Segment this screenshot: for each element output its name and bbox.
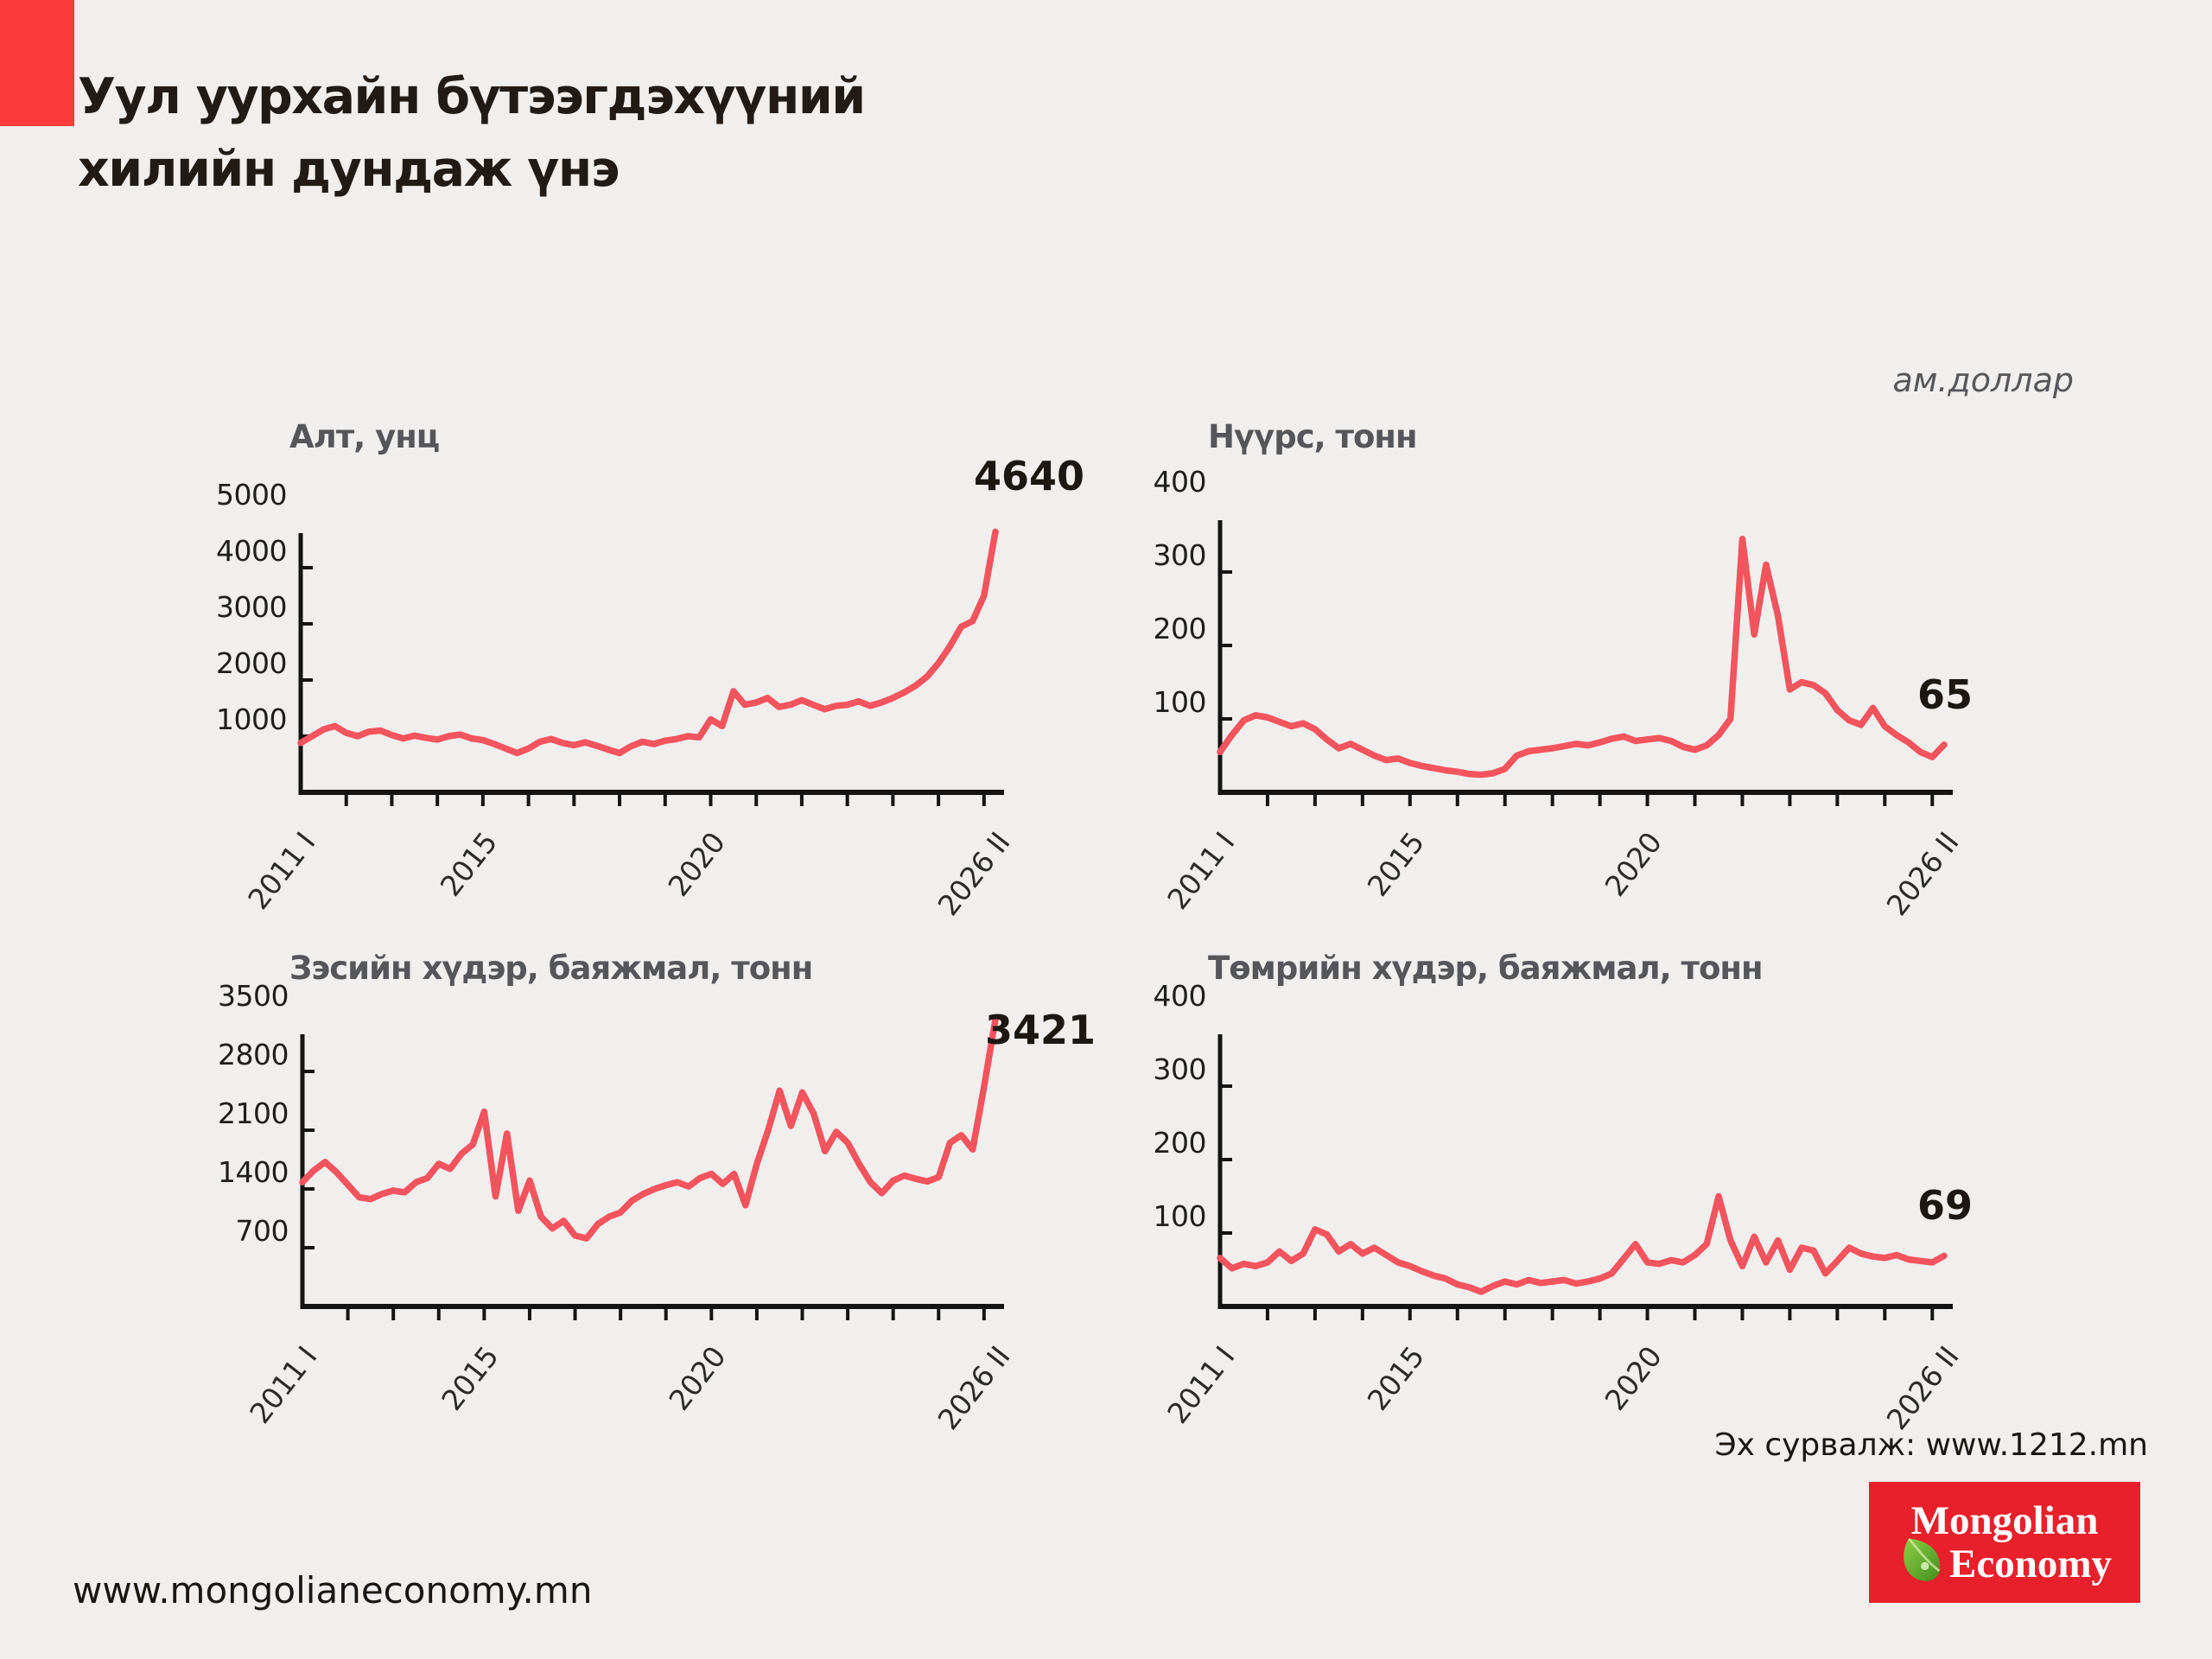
- page-title: Уул уурхайн бүтээгдэхүүний хилийн дундаж…: [78, 60, 866, 206]
- chart-gold: Алт, унц 5000 4000 3000 2000 1000 2011 I 2015 2…: [112, 406, 1115, 959]
- chart-title-coal: Нүүрс, тонн: [1208, 418, 1418, 455]
- page-title-line-2: хилийн дундаж үнэ: [78, 141, 620, 198]
- y-tick-label: 2800: [218, 1038, 289, 1071]
- y-tick-label: 3000: [216, 590, 287, 624]
- chart-title-iron: Төмрийн хүдэр, баяжмал, тонн: [1208, 950, 1764, 987]
- y-tick-label: 700: [236, 1214, 289, 1248]
- gold-line-plot: 5000 4000 3000 2000 1000 2011 I 2015 2020 2026 I…: [216, 453, 1084, 922]
- x-tick-label: 2026 II: [1880, 1340, 1966, 1436]
- x-tick-label: 2015: [435, 1340, 505, 1417]
- source-credit: Эх сурвалж: www.1212.mn: [1714, 1427, 2148, 1463]
- x-tick-label: 2011 I: [241, 826, 321, 916]
- x-tick-label: 2020: [662, 1340, 732, 1417]
- x-tick-label: 2020: [661, 826, 731, 903]
- x-tick-label: 2020: [1599, 826, 1669, 903]
- x-tick-label: 2020: [1599, 1340, 1669, 1417]
- copper-line-plot: 3500 2800 2100 1400 700 2011 I 2015 2020 2026 II…: [218, 979, 1096, 1436]
- y-tick-label: 4000: [216, 534, 287, 568]
- latest-value-label: 69: [1917, 1182, 1973, 1229]
- y-tick-label: 5000: [216, 478, 287, 512]
- y-tick-label: 2100: [218, 1096, 289, 1130]
- y-tick-label: 400: [1154, 465, 1207, 499]
- logo-word-1: Mongolian: [1910, 1498, 2099, 1543]
- y-tick-label: 100: [1154, 685, 1207, 719]
- latest-value-label: 3421: [985, 1007, 1096, 1053]
- y-tick-label: 400: [1154, 979, 1207, 1013]
- coal-line-plot: 400 300 200 100 2011 I 2015 2020 2026 II 65: [1154, 465, 1974, 922]
- price-line: [297, 528, 999, 757]
- chart-copper: Зэсийн хүдэр, баяжмал, тонн 3500 2800 2100…: [112, 938, 1115, 1491]
- x-tick-label: 2011 I: [1160, 826, 1241, 916]
- y-tick-label: 1400: [218, 1155, 289, 1189]
- x-tick-label: 2026 II: [931, 826, 1017, 922]
- price-line: [1217, 1192, 1948, 1295]
- x-tick-label: 2015: [1361, 826, 1431, 903]
- x-tick-label: 2026 II: [931, 1340, 1017, 1436]
- y-tick-label: 3500: [218, 979, 289, 1013]
- chart-iron: Төмрийн хүдэр, баяжмал, тонн 400 300 200 10…: [1132, 938, 2134, 1491]
- x-tick-label: 2026 II: [1880, 826, 1966, 922]
- y-tick-label: 1000: [216, 702, 287, 736]
- mongolian-economy-logo: Mongolian Economy: [1869, 1482, 2140, 1603]
- chart-title-copper: Зэсийн хүдэр, баяжмал, тонн: [289, 950, 813, 987]
- x-tick-label: 2015: [1361, 1340, 1431, 1417]
- accent-corner-block: [0, 0, 74, 126]
- chart-coal: Нүүрс, тонн 400 300 200 100 2011 I 2015 2020 20…: [1132, 406, 2134, 959]
- website-url: www.mongolianeconomy.mn: [73, 1569, 593, 1611]
- page-title-line-1: Уул уурхайн бүтээгдэхүүний: [78, 68, 866, 125]
- logo-word-2: Economy: [1949, 1541, 2112, 1586]
- chart-title-gold: Алт, унц: [289, 418, 440, 455]
- price-line: [299, 1015, 999, 1243]
- currency-unit-label: ам.доллар: [1892, 361, 2074, 399]
- iron-line-plot: 400 300 200 100 2011 I 2015 2020 2026 II 69: [1154, 979, 1974, 1436]
- y-tick-label: 100: [1154, 1199, 1207, 1233]
- y-tick-label: 2000: [216, 646, 287, 680]
- leaf-icon: [1904, 1537, 1941, 1581]
- x-tick-label: 2011 I: [243, 1340, 323, 1430]
- y-tick-label: 200: [1154, 612, 1207, 645]
- x-tick-label: 2015: [434, 826, 504, 903]
- x-tick-label: 2011 I: [1160, 1340, 1241, 1430]
- y-tick-label: 200: [1154, 1126, 1207, 1160]
- latest-value-label: 65: [1917, 671, 1973, 718]
- y-tick-label: 300: [1154, 538, 1207, 572]
- latest-value-label: 4640: [974, 453, 1084, 499]
- logo-text: Mongolian Economy: [1897, 1499, 2112, 1586]
- price-line: [1217, 536, 1948, 779]
- y-tick-label: 300: [1154, 1052, 1207, 1086]
